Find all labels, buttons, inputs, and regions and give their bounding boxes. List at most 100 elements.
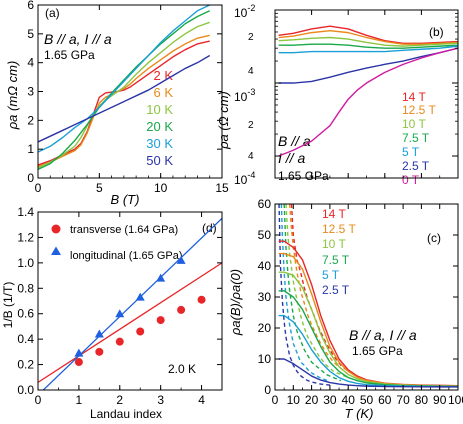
panel-d-ytick-label-0-2: 0.2 xyxy=(17,358,34,372)
panel-a-xlabel: B (T) xyxy=(111,192,140,207)
panel-d-ylabel: 1/B (1/T) xyxy=(1,282,15,329)
panel-d-point-transverse-2 xyxy=(115,337,124,346)
panel-d-ytick-label-0: 0.0 xyxy=(17,383,34,397)
panel-c-fit-4 xyxy=(280,204,331,382)
panel-c-fit-5 xyxy=(278,204,330,386)
panel-b-minor-label-0: 2 xyxy=(248,32,254,43)
panel-d-fit-line-0 xyxy=(38,262,222,383)
panel-d-xtick-label-4: 4 xyxy=(198,393,205,407)
panel-d: (d) Landau index 1/B (1/T) 2.0 K transve… xyxy=(1,221,217,421)
panel-c-xtick-label-80: 80 xyxy=(415,393,429,407)
panel-d-xtick-label-0: 0 xyxy=(35,393,42,407)
panel-a-legend-20k: 20 K xyxy=(146,119,173,134)
panel-c-annotation-line-2: 1.65 GPa xyxy=(352,344,403,358)
panel-a-xtick-label-5: 5 xyxy=(96,181,103,195)
panel-b-legend-7-5t: 7.5 T xyxy=(402,131,430,145)
panel-a-ytick-label-2: 2 xyxy=(27,113,34,127)
panel-d-legend-longitudinal: longitudinal (1.65 GPa) xyxy=(70,250,183,262)
panel-b-legend-12-5t: 12.5 T xyxy=(402,103,436,117)
panel-b-line-14-t xyxy=(278,25,458,44)
panel-c-ytick-label-20: 20 xyxy=(258,321,272,335)
panel-c-line-2-5-t xyxy=(278,358,458,388)
panel-c-xtick-label-90: 90 xyxy=(433,393,447,407)
panel-d-xtick-label-3: 3 xyxy=(157,393,164,407)
panel-d-ytick-label-0-6: 0.6 xyxy=(17,307,34,321)
panel-b-annotation-line-1: B // a xyxy=(278,133,311,149)
panel-c-legend-10t: 10 T xyxy=(322,237,346,251)
panel-c-legend-14t: 14 T xyxy=(322,207,346,221)
panel-d-legend-marker-transverse xyxy=(51,224,61,234)
panel-a-xtick-label-15: 15 xyxy=(215,181,229,195)
panel-d-xlabel: Landau index xyxy=(90,407,162,421)
panel-a-ytick-label-4: 4 xyxy=(27,56,34,70)
panel-a-legend-50k: 50 K xyxy=(146,153,173,168)
panel-b-legend-10t: 10 T xyxy=(402,117,426,131)
panel-a-ytick-label-6: 6 xyxy=(27,0,34,12)
panel-b-line-2-5-t xyxy=(278,47,458,84)
panel-b: (b) ρa (Ω cm) 10-2 10-3 10-4 2 4 2 4 B /… xyxy=(216,3,444,187)
panel-b-line-12-5-t xyxy=(278,30,458,45)
panel-a-legend-2k: 2 K xyxy=(153,68,173,83)
panel-c-ytick-label-30: 30 xyxy=(258,290,272,304)
panel-d-annotation: 2.0 K xyxy=(168,362,196,376)
panel-b-line-10-t xyxy=(278,36,458,47)
panel-a-xtick-label-10: 10 xyxy=(154,181,168,195)
panel-a-line-20-k xyxy=(38,10,211,170)
panel-c-ytick-label-40: 40 xyxy=(258,259,272,273)
panel-d-point-longitudinal-2 xyxy=(115,309,125,318)
panel-c-xlabel: T (K) xyxy=(345,406,374,421)
panel-c-xtick-label-10: 10 xyxy=(287,393,301,407)
panel-b-legend: 14 T 12.5 T 10 T 7.5 T 5 T 2.5 T 0 T xyxy=(402,90,436,187)
panel-a-line-50-k xyxy=(38,54,211,143)
panel-a-ytick-label-0: 0 xyxy=(27,171,34,185)
panel-d-point-transverse-1 xyxy=(95,347,104,356)
panel-d-point-longitudinal-1 xyxy=(94,329,104,338)
panel-a-legend: 2 K 6 K 10 K 20 K 30 K 50 K xyxy=(146,68,173,168)
panel-c-xtick-label-0: 0 xyxy=(272,393,279,407)
panel-c-xtick-label-50: 50 xyxy=(360,393,374,407)
panel-a-annotation-line-1: B // a, I // a xyxy=(44,31,112,47)
panel-c-legend-5t: 5 T xyxy=(322,268,340,282)
panel-c-ytick-label-50: 50 xyxy=(258,228,272,242)
panel-c-ylabel: ρa(B)/ρa(0) xyxy=(228,269,243,336)
panel-d-point-longitudinal-3 xyxy=(135,292,145,301)
panel-c-xtick-label-70: 70 xyxy=(396,393,410,407)
panel-b-minor-label-2: 2 xyxy=(248,120,254,131)
panel-d-frame xyxy=(37,211,223,391)
panel-d-legend-marker-longitudinal xyxy=(51,246,61,255)
panel-a-letter: (a) xyxy=(45,6,60,20)
panel-c-fit-2 xyxy=(285,204,349,379)
panel-c-xtick-label-60: 60 xyxy=(378,393,392,407)
panel-d-point-longitudinal-5 xyxy=(176,255,186,264)
panel-a-legend-10k: 10 K xyxy=(146,102,173,117)
panel-d-point-transverse-3 xyxy=(136,327,145,336)
panel-c-annotation-line-1: B // a, I // a xyxy=(349,327,417,343)
panel-c-xtick-label-20: 20 xyxy=(305,393,319,407)
panel-d-point-transverse-5 xyxy=(177,305,186,314)
panel-d-point-longitudinal-4 xyxy=(156,273,166,282)
panel-b-annotation-line-3: 1.65 GPa xyxy=(278,169,329,183)
panel-b-line-0-t xyxy=(278,47,458,157)
panel-d-point-transverse-0 xyxy=(74,358,83,367)
panel-a-legend-30k: 30 K xyxy=(146,136,173,151)
panel-d-ytick-label-0-4: 0.4 xyxy=(17,332,34,346)
panel-c-ytick-label-10: 10 xyxy=(258,352,272,366)
panel-b-line-7-5-t xyxy=(278,43,458,49)
panel-a-annotation-line-2: 1.65 GPa xyxy=(44,48,95,62)
panel-d-legend: transverse (1.64 GPa) longitudinal (1.65… xyxy=(51,224,183,262)
panel-c-xtick-label-40: 40 xyxy=(342,393,356,407)
panel-a: (a) B // a, I // a 1.65 GPa B (T) ρa (mΩ… xyxy=(5,6,173,207)
panel-d-ytick-label-1-4: 1.4 xyxy=(17,205,34,219)
panel-c-fit-0 xyxy=(290,204,349,372)
panel-c-ytick-label-0: 0 xyxy=(264,383,271,397)
panel-c-legend-7-5t: 7.5 T xyxy=(322,253,350,267)
panel-a-line-30-k xyxy=(38,5,211,153)
panel-d-ytick-label-0-8: 0.8 xyxy=(17,281,34,295)
panel-a-ytick-label-1: 1 xyxy=(27,142,34,156)
panel-a-legend-6k: 6 K xyxy=(153,85,173,100)
panel-b-minor-label-3: 4 xyxy=(248,151,254,162)
panel-c-xtick-label-30: 30 xyxy=(323,393,337,407)
panel-b-line-5-t xyxy=(278,45,458,54)
panel-d-ytick-label-1: 1.0 xyxy=(17,256,34,270)
